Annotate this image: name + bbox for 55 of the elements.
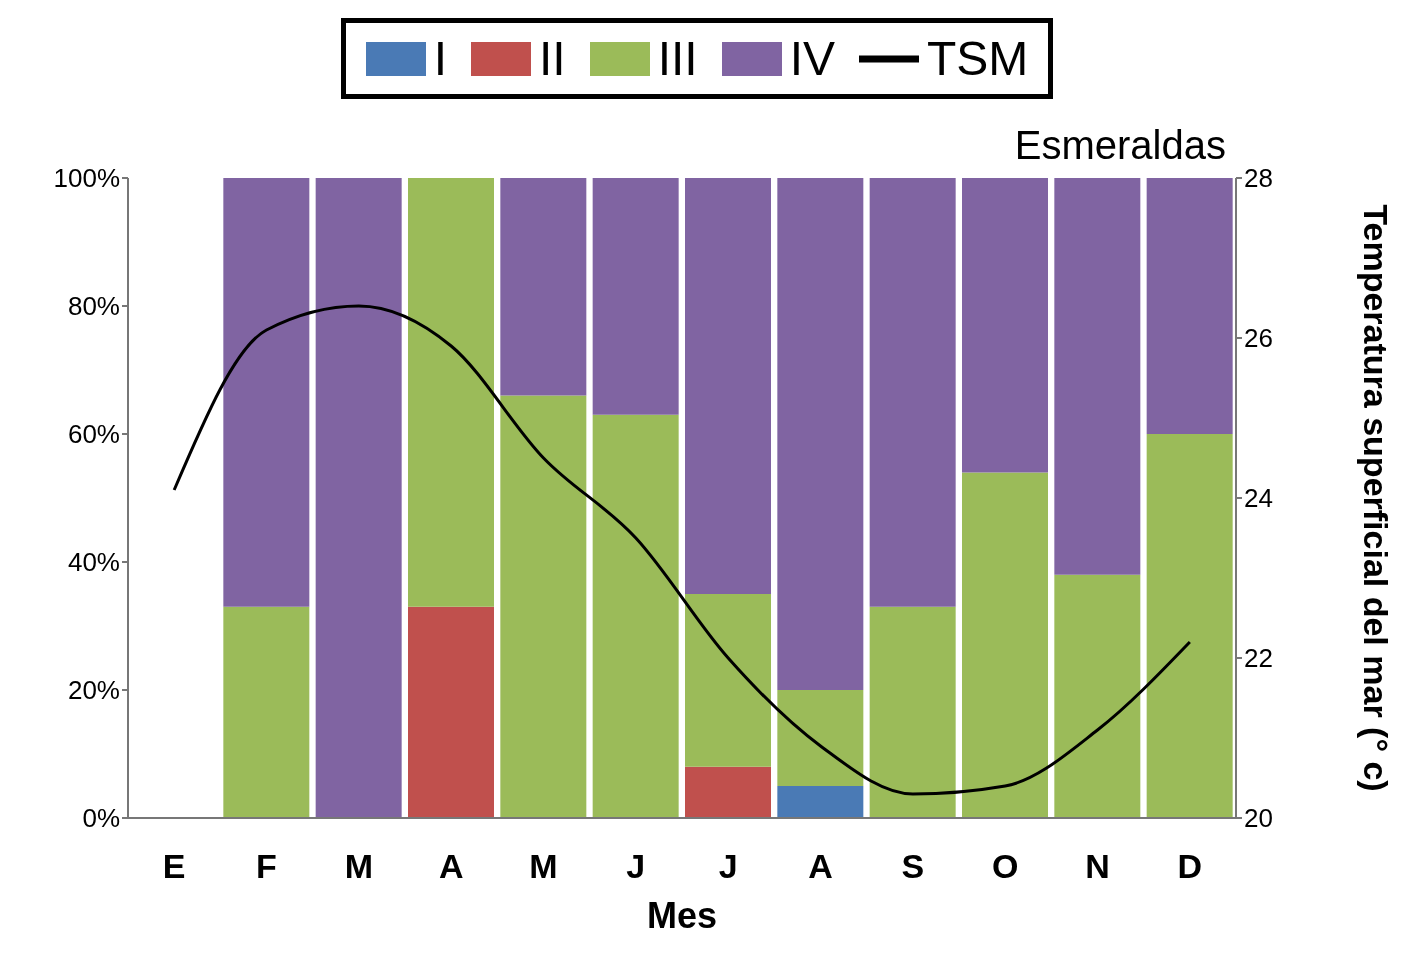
x-tick-label: M <box>529 847 558 886</box>
x-tick-label: M <box>344 847 373 886</box>
bar <box>869 178 956 607</box>
y2-axis-title: Temperatura superficial del mar (° c) <box>1356 204 1395 792</box>
x-tick-label: O <box>991 847 1019 886</box>
line-series <box>172 304 1192 796</box>
bar <box>685 178 771 594</box>
y-tick-label: 100% <box>53 163 120 194</box>
y-tick-label: 60% <box>67 419 120 450</box>
bar <box>777 690 864 786</box>
bar <box>592 178 679 415</box>
legend-label: TSM <box>926 31 1029 86</box>
bar <box>685 594 771 767</box>
legend-label: IV <box>788 31 836 86</box>
y-tick-label: 80% <box>67 291 120 322</box>
y-tick-label: 20% <box>67 675 120 706</box>
x-tick-label: F <box>256 847 277 886</box>
x-tick-label: A <box>438 847 464 886</box>
bar <box>223 178 310 607</box>
x-tick-label: S <box>901 847 925 886</box>
bar <box>315 178 402 818</box>
bar <box>223 606 310 818</box>
bar <box>408 178 494 607</box>
x-tick-label: A <box>808 847 833 886</box>
bar <box>500 395 587 818</box>
bar <box>592 414 679 818</box>
y2-tick-label: 26 <box>1244 323 1273 354</box>
bar <box>777 786 864 818</box>
bar <box>685 766 771 818</box>
legend-label: I <box>432 31 447 86</box>
x-tick-label: N <box>1085 847 1110 886</box>
x-tick-label: J <box>626 847 646 886</box>
legend-label: III <box>656 31 698 86</box>
x-axis-title: Mes <box>646 895 718 936</box>
bar <box>1146 434 1233 818</box>
y-tick-label: 40% <box>67 547 120 578</box>
text: Esmeraldas <box>1014 123 1226 168</box>
x-tick-label: J <box>718 847 738 886</box>
bar <box>869 606 956 818</box>
bar <box>1054 178 1141 575</box>
x-tick-label: E <box>162 847 186 886</box>
legend-label: II <box>538 31 566 86</box>
bar <box>408 606 494 818</box>
bar <box>777 178 864 690</box>
bar <box>500 178 587 396</box>
y2-tick-label: 22 <box>1244 643 1273 674</box>
y2-tick-label: 20 <box>1244 803 1273 834</box>
y2-tick-label: 24 <box>1244 483 1273 514</box>
bar <box>1146 178 1233 434</box>
bar <box>962 472 1048 818</box>
bar <box>962 178 1048 473</box>
y-tick-label: 0% <box>82 803 120 834</box>
x-tick-label: D <box>1177 847 1203 886</box>
y2-tick-label: 28 <box>1244 163 1273 194</box>
bar <box>1054 574 1141 818</box>
